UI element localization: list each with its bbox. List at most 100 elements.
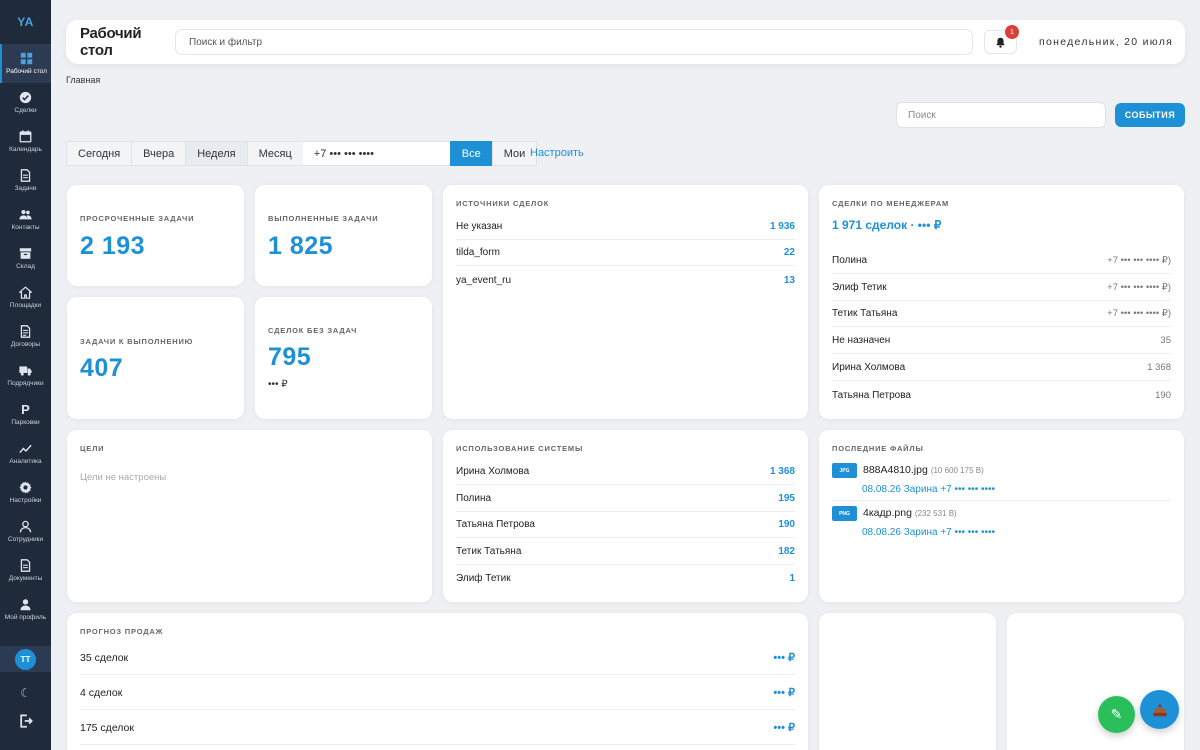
managers-total[interactable]: 1 971 сделок · ••• ₽	[832, 218, 942, 232]
search-input[interactable]: Поиск	[896, 102, 1106, 128]
card-title: Использование системы	[456, 444, 584, 453]
list-item[interactable]: Ирина Холмова 1 368	[832, 355, 1171, 381]
manager-value: +7 ••• ••• •••• ₽)	[1107, 282, 1171, 293]
list-item[interactable]: tilda_form 22	[456, 240, 795, 266]
empty-widget-card	[1007, 613, 1184, 750]
user-icon	[19, 520, 32, 533]
profile-icon	[20, 599, 31, 611]
events-button[interactable]: СОБЫТИЯ	[1115, 103, 1185, 127]
list-item[interactable]: Татьяна Петрова 190	[456, 512, 795, 538]
jpg-file-icon: JPG	[832, 463, 857, 478]
source-name: tilda_form	[456, 247, 500, 258]
sidebar-item-label: Документы	[8, 575, 43, 582]
list-item[interactable]: 4 сделок ••• ₽	[80, 676, 795, 710]
file-meta[interactable]: 08.08.26 Зарина +7 ••• ••• ••••	[862, 527, 996, 538]
source-name: ya_event_ru	[456, 274, 512, 286]
usage-count: 195	[778, 493, 795, 504]
sidebar-item-deals[interactable]: Сделки	[0, 83, 51, 122]
sidebar-item-label: Задачи	[14, 185, 37, 192]
user-avatar-row[interactable]: TT	[0, 646, 51, 672]
sidebar-item-calendar[interactable]: Календарь	[0, 122, 51, 161]
sidebar-item-warehouse[interactable]: Склад	[0, 239, 51, 278]
forecast-sum: ••• ₽	[773, 722, 795, 734]
list-item[interactable]: Элиф Тетик 1	[456, 565, 795, 591]
file-name[interactable]: 888A4810.jpg (10 600 175 B)	[863, 464, 984, 476]
sidebar-item-tasks[interactable]: Задачи	[0, 161, 51, 200]
home-icon	[19, 286, 32, 299]
list-item[interactable]: ya_event_ru 13	[456, 267, 795, 293]
calendar-icon	[19, 130, 32, 143]
filter-today[interactable]: Сегодня	[66, 141, 133, 166]
list-item[interactable]: Тетик Татьяна +7 ••• ••• •••• ₽)	[832, 301, 1171, 327]
forecast-deals: 175 сделок	[80, 721, 134, 734]
list-item[interactable]: Полина 195	[456, 486, 795, 512]
list-item[interactable]: Ирина Холмова 1 368	[456, 459, 795, 485]
sidebar-item-label: Календарь	[9, 146, 42, 153]
logout-button[interactable]	[0, 714, 51, 728]
list-item[interactable]: Не назначен 35	[832, 328, 1171, 354]
app-logo[interactable]: YA	[17, 15, 34, 29]
bell-icon	[996, 37, 1005, 48]
file-name-text: 4кадр.png	[863, 507, 912, 519]
moon-icon[interactable]: ☾	[20, 686, 31, 700]
sidebar-item-contacts[interactable]: Контакты	[0, 200, 51, 239]
list-item[interactable]: 35 сделок ••• ₽	[80, 641, 795, 675]
list-item[interactable]: Не указан 1 936	[456, 214, 795, 240]
sidebar-item-parking[interactable]: P Парковки	[0, 395, 51, 434]
file-name[interactable]: 4кадр.png (232 531 B)	[863, 507, 957, 519]
list-item[interactable]: Тетик Татьяна 182	[456, 539, 795, 565]
sidebar: YA Рабочий стол Сделки Календарь Задачи …	[0, 0, 51, 750]
list-item[interactable]: 175 сделок ••• ₽	[80, 711, 795, 745]
sidebar-item-contractors[interactable]: Подрядчики	[0, 356, 51, 395]
sidebar-item-dashboard[interactable]: Рабочий стол	[0, 44, 51, 83]
todo-tasks-card[interactable]: Задачи к выполнению 407	[67, 297, 244, 419]
file-size: (232 531 B)	[914, 509, 957, 518]
done-tasks-card[interactable]: Выполненные задачи 1 825	[255, 185, 432, 286]
sidebar-item-venues[interactable]: Площадки	[0, 278, 51, 317]
sidebar-item-documents[interactable]: Документы	[0, 551, 51, 590]
file-meta[interactable]: 08.08.26 Зарина +7 ••• ••• ••••	[862, 484, 996, 495]
avatar[interactable]: TT	[15, 648, 36, 670]
document-icon	[20, 169, 31, 182]
overdue-tasks-card[interactable]: Просроченные задачи 2 193	[67, 185, 244, 286]
global-search-input[interactable]: Поиск и фильтр	[175, 29, 973, 55]
sidebar-item-settings[interactable]: Настройки	[0, 473, 51, 512]
scope-all-button[interactable]: Все	[449, 141, 493, 166]
filter-week[interactable]: Неделя	[185, 141, 248, 166]
truck-icon	[19, 366, 32, 376]
list-item[interactable]: Татьяна Петрова 190	[832, 382, 1171, 408]
breadcrumb[interactable]: Главная	[66, 75, 101, 85]
file-icon	[20, 559, 31, 572]
sidebar-item-analytics[interactable]: Аналитика	[0, 434, 51, 473]
sidebar-item-contracts[interactable]: Договоры	[0, 317, 51, 356]
phone-filter-field[interactable]: +7 ••• ••• ••••	[302, 141, 450, 166]
sidebar-item-label: Площадки	[9, 302, 42, 309]
chat-fab-button[interactable]	[1140, 690, 1179, 729]
list-item[interactable]: Полина +7 ••• ••• •••• ₽)	[832, 248, 1171, 274]
manager-name: Не назначен	[832, 335, 891, 346]
file-name-text: 888A4810.jpg	[863, 464, 928, 476]
sales-forecast-card: Прогноз продаж 35 сделок ••• ₽ 4 сделок ••…	[67, 613, 808, 750]
sidebar-item-profile[interactable]: Мой профиль	[0, 590, 51, 629]
source-count: 13	[783, 274, 795, 286]
file-item[interactable]: JPG 888A4810.jpg (10 600 175 B) 08.08.26 …	[832, 463, 1171, 501]
deals-without-tasks-card[interactable]: Сделок без задач 795 ••• ₽	[255, 297, 432, 419]
edit-fab-button[interactable]: ✎	[1098, 696, 1135, 733]
manager-name: Элиф Тетик	[832, 282, 887, 293]
user-name: Ирина Холмова	[456, 466, 530, 477]
filter-yesterday[interactable]: Вчера	[131, 141, 187, 166]
notifications-button[interactable]: 1	[984, 25, 1019, 54]
configure-link[interactable]: Настроить	[530, 147, 584, 159]
support-icon	[1152, 702, 1167, 716]
filter-month[interactable]: Месяц	[246, 141, 304, 166]
scope-mine-button[interactable]: Мои	[491, 141, 538, 166]
file-item[interactable]: PNG 4кадр.png (232 531 B) 08.08.26 Зарина…	[832, 506, 1171, 544]
card-title: Источники сделок	[456, 199, 550, 208]
archive-icon	[19, 248, 32, 259]
user-name: Тетик Татьяна	[456, 546, 522, 557]
card-label: Выполненные задачи	[268, 214, 379, 223]
users-icon	[19, 209, 32, 220]
sidebar-item-label: Настройки	[9, 497, 42, 504]
sidebar-item-staff[interactable]: Сотрудники	[0, 512, 51, 551]
list-item[interactable]: Элиф Тетик +7 ••• ••• •••• ₽)	[832, 275, 1171, 301]
